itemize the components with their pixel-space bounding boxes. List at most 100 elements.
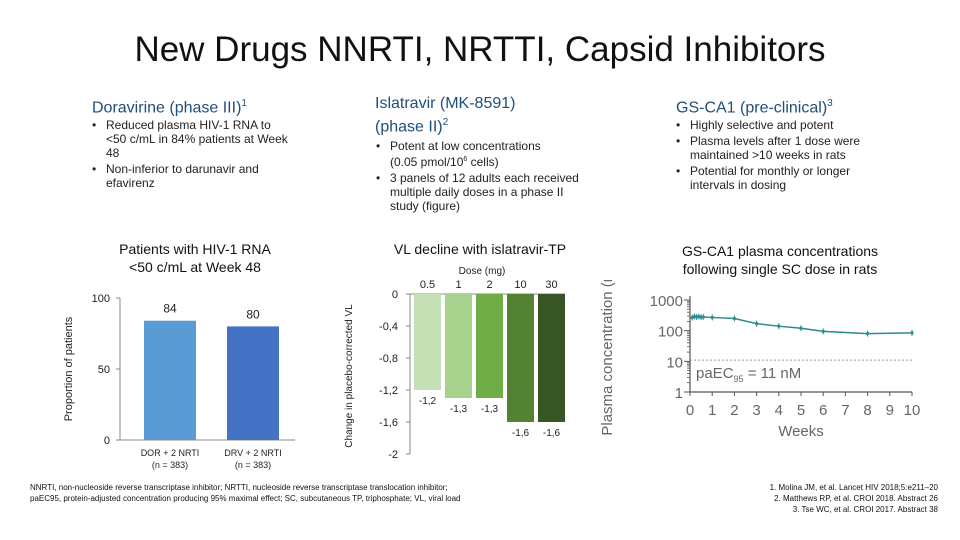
bullet-text: cells) bbox=[467, 155, 499, 169]
x-tick-label: 8 bbox=[863, 402, 871, 419]
bar bbox=[414, 294, 441, 390]
bar-value-label: -1,6 bbox=[543, 428, 561, 439]
pk-chart-title: GS-CA1 plasma concentrations following s… bbox=[665, 242, 895, 278]
bar bbox=[476, 294, 503, 398]
x-tick-label: 6 bbox=[819, 402, 827, 419]
doravirine-bullets: Reduced plasma HIV-1 RNA to <50 c/mL in … bbox=[88, 118, 293, 192]
x-tick-label: 9 bbox=[886, 402, 894, 419]
bullet-text: (0.05 pmol/10 bbox=[390, 155, 464, 169]
category-label: DOR + 2 NRTI bbox=[141, 448, 200, 458]
category-label: DRV + 2 NRTI bbox=[224, 448, 281, 458]
gsca1-heading-text: GS-CA1 (pre-clinical) bbox=[676, 99, 828, 117]
data-point bbox=[701, 315, 705, 319]
dose-label: 30 bbox=[545, 279, 557, 291]
reference-item: 1. Molina JM, et al. Lancet HIV 2018;5:e… bbox=[769, 483, 938, 492]
y-axis-label: Plasma concentration (nM) bbox=[599, 280, 616, 436]
x-axis-label: Dose (mg) bbox=[459, 266, 506, 277]
dose-label: 1 bbox=[455, 279, 461, 291]
y-tick-label: 1 bbox=[675, 385, 683, 402]
bar bbox=[507, 294, 534, 422]
bar bbox=[445, 294, 472, 398]
bullet-item: 3 panels of 12 adults each received mult… bbox=[372, 171, 592, 213]
pk-chart-title-line: GS-CA1 plasma concentrations bbox=[681, 243, 879, 259]
data-point bbox=[755, 321, 759, 326]
doravirine-ref: 1 bbox=[241, 98, 247, 109]
x-tick-label: 5 bbox=[797, 402, 805, 419]
gsca1-ref: 3 bbox=[827, 98, 833, 109]
data-point bbox=[732, 316, 736, 321]
bullet-item: Plasma levels after 1 dose were maintain… bbox=[672, 134, 882, 162]
slide-title: New Drugs NNRTI, NRTTI, Capsid Inhibitor… bbox=[134, 30, 826, 69]
x-tick-label: 1 bbox=[708, 402, 716, 419]
doravirine-heading-text: Doravirine (phase III) bbox=[92, 99, 242, 117]
y-tick-label: 0 bbox=[392, 289, 398, 301]
bullet-exponent: 6 bbox=[463, 156, 468, 163]
islatravir-ref: 2 bbox=[442, 117, 449, 128]
footnote: NNRTI, non-nucleoside reverse transcript… bbox=[30, 483, 461, 503]
bullet-item: Potent at low concentrations (0.05 pmol/… bbox=[372, 139, 592, 169]
series-line bbox=[691, 315, 913, 335]
islatravir-vl-chart: 0 -0,4 -0,8 -1,2 -1,6 -2 Change in placebo-cor… bbox=[344, 266, 565, 461]
bar-value-label: -1,6 bbox=[512, 428, 530, 439]
data-point bbox=[799, 326, 803, 330]
data-point bbox=[710, 315, 714, 320]
bullet-text: Potent at low concentrations bbox=[390, 139, 541, 153]
x-axis-label: Weeks bbox=[778, 423, 824, 440]
y-axis-label: Change in placebo-corrected VL bbox=[344, 304, 355, 448]
bar bbox=[144, 320, 196, 440]
doravirine-heading: Doravirine (phase III)1 bbox=[92, 94, 247, 117]
bar-value-label: 84 bbox=[163, 302, 177, 316]
references: 1. Molina JM, et al. Lancet HIV 2018;5:e… bbox=[620, 482, 938, 515]
y-tick-label: 0 bbox=[104, 435, 110, 447]
y-tick-label: 1000 bbox=[650, 293, 683, 310]
y-axis-label: Proportion of patients bbox=[63, 316, 75, 421]
dose-label: 2 bbox=[486, 279, 492, 291]
islatravir-heading-line2-wrap: (phase II)2 bbox=[375, 113, 515, 136]
bar-chart-title-line: Patients with HIV-1 RNA bbox=[119, 241, 271, 257]
vl-chart-title: VL decline with islatravir-TP bbox=[393, 241, 567, 257]
y-tick-label: 50 bbox=[98, 364, 110, 376]
threshold-annotation: paEC95 = 11 nM bbox=[696, 365, 801, 384]
islatravir-bullets: Potent at low concentrations (0.05 pmol/… bbox=[372, 139, 592, 215]
data-point bbox=[777, 324, 781, 328]
y-tick-label: 100 bbox=[658, 324, 683, 341]
bar-value-label: 80 bbox=[246, 307, 260, 321]
x-tick-label: 10 bbox=[904, 402, 921, 419]
bullet-item: Potential for monthly or longer interval… bbox=[672, 164, 882, 192]
category-sublabel: (n = 383) bbox=[235, 460, 271, 470]
bar-value-label: -1,3 bbox=[450, 404, 468, 415]
islatravir-heading-line2: (phase II) bbox=[375, 118, 443, 136]
pk-chart-title-line: following single SC dose in rats bbox=[682, 261, 878, 277]
gsca1-bullets: Highly selective and potent Plasma level… bbox=[672, 118, 882, 194]
data-point bbox=[821, 329, 825, 333]
x-tick-label: 7 bbox=[841, 402, 849, 419]
y-tick-label: -1,2 bbox=[379, 385, 398, 397]
category-sublabel: (n = 383) bbox=[152, 460, 188, 470]
dose-label: 10 bbox=[514, 279, 526, 291]
bar-value-label: -1,2 bbox=[419, 396, 437, 407]
islatravir-heading-line1: Islatravir (MK-8591) bbox=[375, 95, 516, 112]
bullet-item: Highly selective and potent bbox=[672, 118, 882, 132]
bullet-item: Non-inferior to darunavir and efavirenz bbox=[88, 162, 293, 190]
bar bbox=[538, 294, 565, 422]
y-tick-label: -2 bbox=[388, 449, 398, 461]
bullet-item: Reduced plasma HIV-1 RNA to <50 c/mL in … bbox=[88, 118, 293, 160]
bar-value-label: -1,3 bbox=[481, 404, 499, 415]
islatravir-heading: Islatravir (MK-8591) (phase II)2 bbox=[375, 94, 515, 136]
x-tick-label: 2 bbox=[730, 402, 738, 419]
bar bbox=[227, 326, 279, 440]
data-point bbox=[910, 331, 914, 335]
x-tick-label: 4 bbox=[775, 402, 783, 419]
data-point bbox=[866, 332, 870, 336]
x-tick-label: 3 bbox=[752, 402, 760, 419]
y-tick-label: 100 bbox=[92, 293, 110, 305]
dose-label: 0.5 bbox=[420, 279, 435, 291]
bar-chart-title: Patients with HIV-1 RNA <50 c/mL at Week… bbox=[95, 240, 295, 276]
x-tick-label: 0 bbox=[686, 402, 694, 419]
reference-item: 3. Tse WC, et al. CROI 2017. Abstract 38 bbox=[792, 505, 938, 514]
y-tick-label: -1,6 bbox=[379, 417, 398, 429]
y-tick-label: -0,8 bbox=[379, 353, 398, 365]
gsca1-heading: GS-CA1 (pre-clinical)3 bbox=[676, 94, 833, 117]
y-tick-label: -0,4 bbox=[379, 321, 398, 333]
